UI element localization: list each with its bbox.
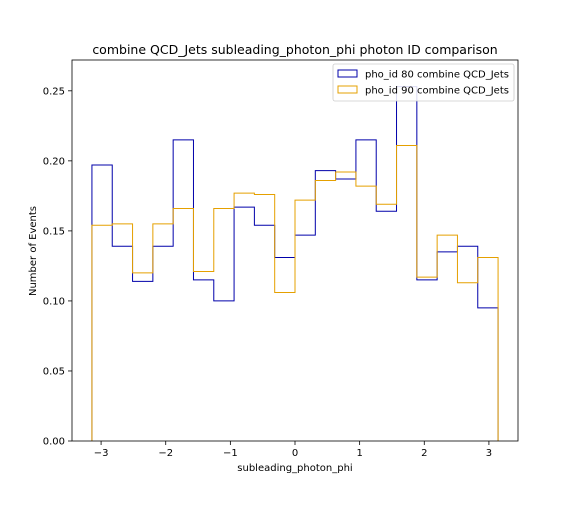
x-tick-label: 1: [356, 448, 362, 459]
legend-label: pho_id 90 combine QCD_Jets: [365, 86, 509, 97]
x-tick-label: −3: [94, 448, 109, 459]
y-axis-label: Number of Events: [28, 206, 39, 296]
y-tick-label: 0.15: [43, 226, 65, 237]
histogram-series-2: [91, 144, 499, 441]
y-tick-label: 0.20: [43, 156, 65, 167]
legend: pho_id 80 combine QCD_Jets pho_id 90 comb…: [332, 63, 515, 102]
x-tick-label: −1: [223, 448, 238, 459]
x-axis-label: subleading_photon_phi: [237, 463, 352, 474]
y-axis-ticks: 0.00 0.05 0.10 0.15 0.20 0.25: [43, 86, 72, 448]
legend-box: [332, 63, 515, 102]
chart-title: combine QCD_Jets subleading_photon_phi p…: [92, 42, 497, 57]
x-tick-label: 0: [292, 448, 298, 459]
x-tick-label: −2: [158, 448, 173, 459]
y-tick-label: 0.05: [43, 366, 65, 377]
y-tick-label: 0.00: [43, 437, 65, 448]
legend-swatch: [337, 85, 358, 94]
x-tick-label: 3: [486, 448, 492, 459]
series-layer: [91, 86, 499, 441]
y-tick-label: 0.10: [43, 296, 65, 307]
legend-swatch: [337, 69, 358, 78]
y-tick-label: 0.25: [43, 86, 65, 97]
x-axis-ticks: −3 −2 −1 0 1 2 3: [94, 441, 492, 459]
x-tick-label: 2: [421, 448, 427, 459]
legend-label: pho_id 80 combine QCD_Jets: [365, 70, 509, 81]
